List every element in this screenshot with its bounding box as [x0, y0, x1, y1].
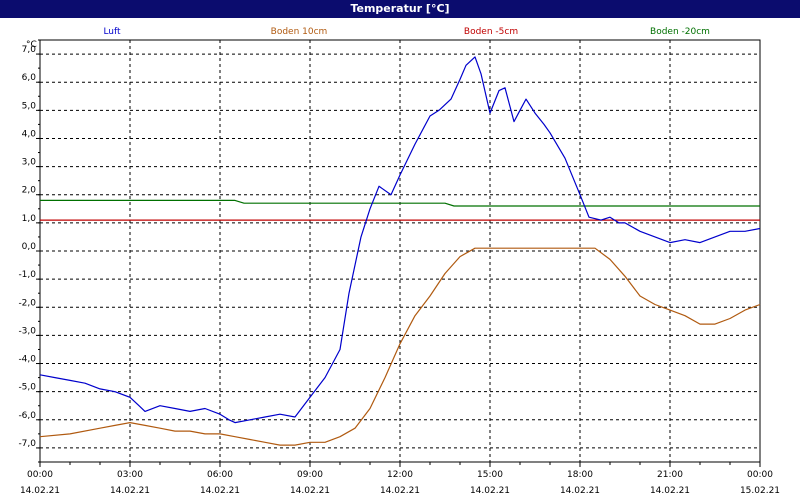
- x-tick-time: 18:00: [567, 470, 593, 480]
- x-tick-date: 14.02.21: [110, 486, 150, 496]
- chart-title: Temperatur [°C]: [0, 0, 800, 18]
- legend-boden-20cm: Boden -20cm: [650, 27, 710, 37]
- series-line-boden-10cm: [39, 247, 761, 446]
- y-tick-label: 1,0: [22, 214, 37, 224]
- x-tick-time: 00:00: [27, 470, 53, 480]
- y-tick-label: -4,0: [18, 355, 36, 365]
- x-tick-date: 14.02.21: [470, 486, 510, 496]
- y-tick-label: 2,0: [22, 186, 37, 196]
- x-tick-date: 14.02.21: [380, 486, 420, 496]
- legend-boden-5cm: Boden -5cm: [464, 27, 518, 37]
- x-tick-time: 15:00: [477, 470, 503, 480]
- y-tick-label: 4,0: [22, 129, 37, 139]
- y-tick-label: 0,0: [22, 242, 37, 252]
- x-tick-time: 21:00: [657, 470, 683, 480]
- legend-boden-10cm: Boden 10cm: [271, 27, 328, 37]
- y-tick-label: 5,0: [22, 101, 37, 111]
- y-tick-label: -1,0: [18, 270, 36, 280]
- y-tick-label: 6,0: [22, 73, 37, 83]
- y-unit-label: °C: [26, 40, 37, 50]
- x-tick-date: 14.02.21: [200, 486, 240, 496]
- y-tick-label: -7,0: [18, 439, 36, 449]
- x-tick-date: 14.02.21: [290, 486, 330, 496]
- y-tick-label: -6,0: [18, 411, 36, 421]
- x-tick-date: 14.02.21: [650, 486, 690, 496]
- x-tick-time: 06:00: [207, 470, 233, 480]
- x-tick-time: 09:00: [297, 470, 323, 480]
- x-tick-date: 14.02.21: [560, 486, 600, 496]
- x-tick-time: 03:00: [117, 470, 143, 480]
- y-tick-label: -2,0: [18, 298, 36, 308]
- x-tick-date: 15.02.21: [740, 486, 780, 496]
- y-tick-label: 7,0: [22, 45, 37, 55]
- x-tick-time: 00:00: [747, 470, 773, 480]
- x-tick-time: 12:00: [387, 470, 413, 480]
- x-tick-date: 14.02.21: [20, 486, 60, 496]
- y-tick-label: -5,0: [18, 383, 36, 393]
- series-line-luft: [39, 56, 761, 424]
- y-tick-label: 3,0: [22, 158, 37, 168]
- series-line-boden-20cm: [40, 199, 760, 207]
- legend-luft: Luft: [103, 27, 121, 37]
- y-tick-label: -3,0: [18, 326, 36, 336]
